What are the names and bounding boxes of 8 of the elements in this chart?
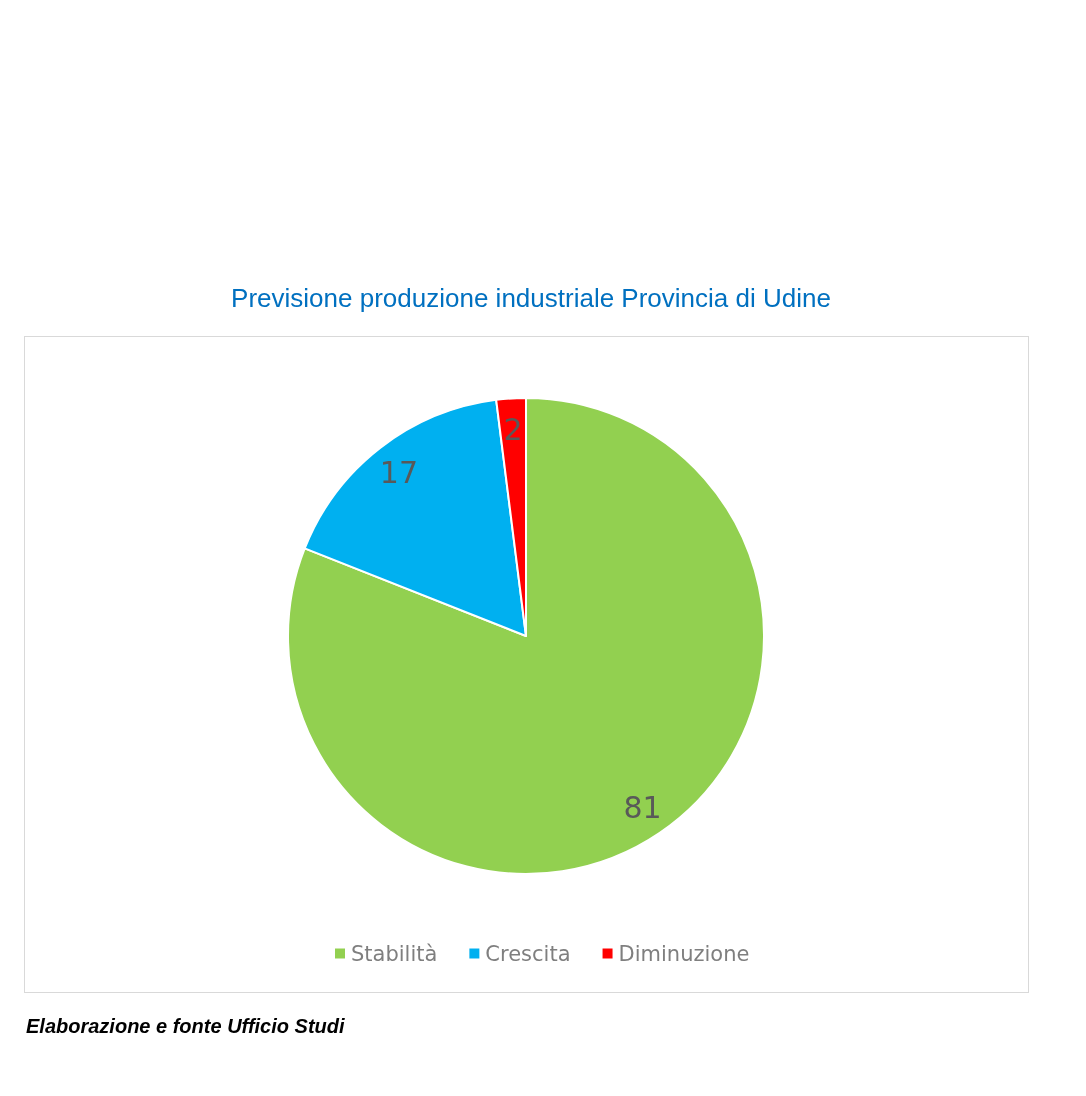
data-label: 2: [503, 411, 523, 447]
text: Elaborazione e fonte Ufficio Studi: [26, 1015, 345, 1037]
data-label: 17: [379, 454, 418, 490]
legend-label: Stabilità: [351, 941, 438, 966]
chart-title: Previsione produzione industriale Provincia di Udine: [231, 283, 831, 313]
legend-label: Diminuzione: [618, 941, 750, 966]
legend-label: Crescita: [485, 941, 571, 966]
data-label: 81: [623, 790, 662, 826]
